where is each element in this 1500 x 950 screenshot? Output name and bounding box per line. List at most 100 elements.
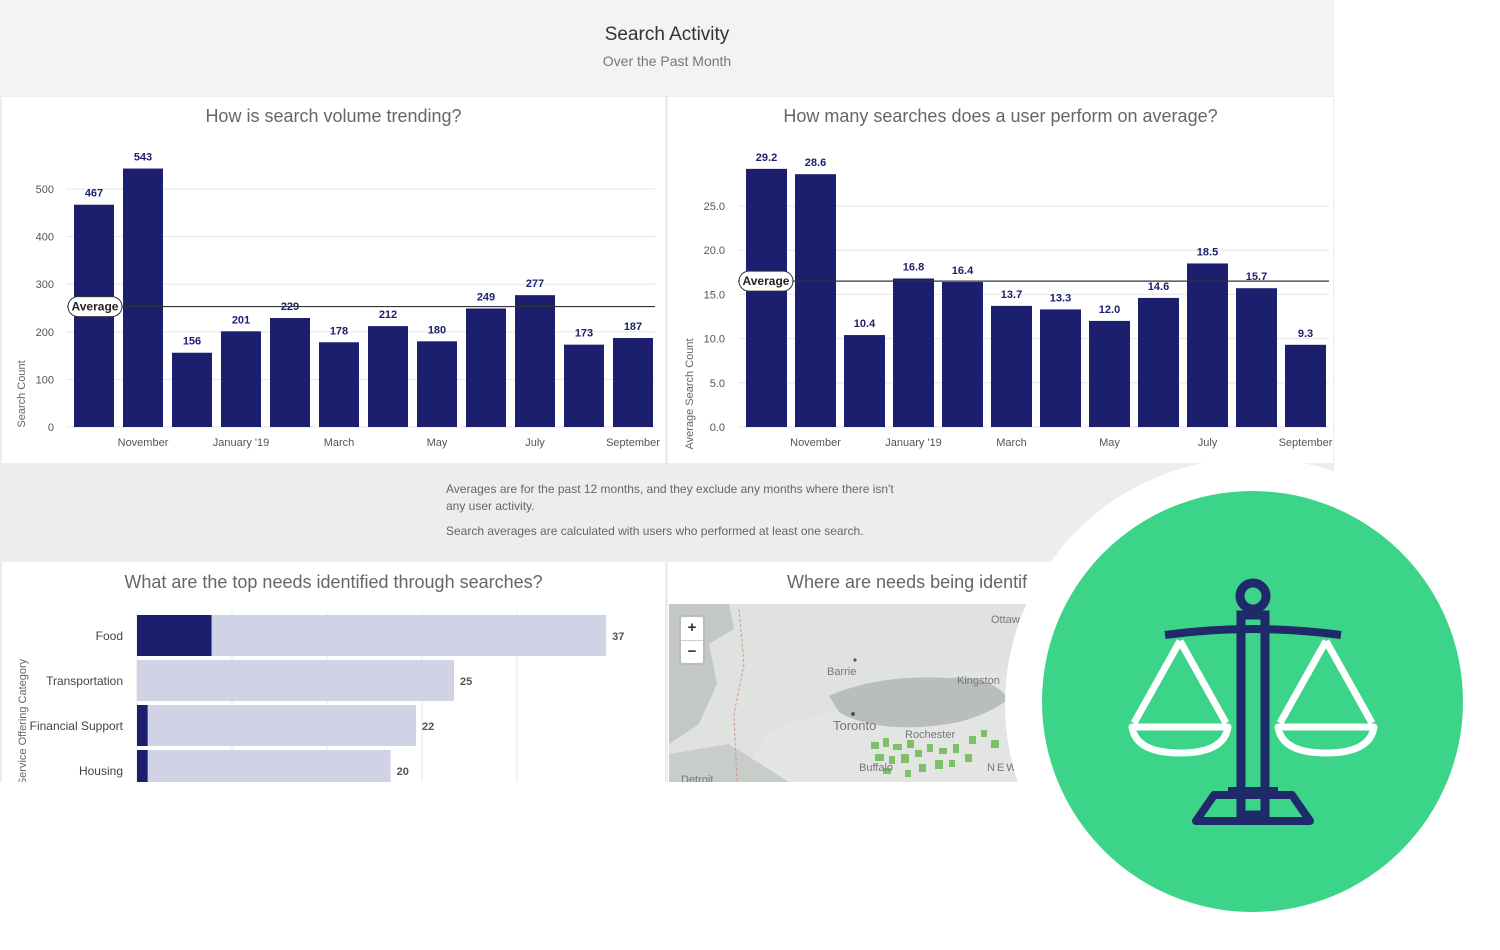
- bar[interactable]: [1089, 320, 1130, 427]
- bar-value-label: 173: [575, 328, 593, 340]
- bar[interactable]: [123, 168, 163, 428]
- bar-value-label: 201: [232, 314, 250, 326]
- bar-value-label: 13.3: [1050, 292, 1071, 304]
- bar-highlight[interactable]: [137, 705, 148, 746]
- bar[interactable]: [795, 174, 836, 427]
- bar-highlight[interactable]: [137, 750, 148, 782]
- bar-value-label: 16.4: [952, 265, 974, 277]
- zoom-in-button[interactable]: +: [681, 617, 703, 641]
- bar[interactable]: [991, 305, 1032, 427]
- bar[interactable]: [270, 317, 310, 427]
- y-tick-label: 100: [36, 374, 54, 386]
- y-tick-label: 0: [48, 422, 54, 434]
- averages-notes: Averages are for the past 12 months, and…: [446, 481, 906, 548]
- bar[interactable]: [942, 282, 983, 427]
- bar[interactable]: [564, 344, 604, 427]
- bar[interactable]: [613, 337, 653, 427]
- bar[interactable]: [1236, 288, 1277, 427]
- bar[interactable]: [844, 335, 885, 427]
- average-badge: Average: [67, 296, 123, 318]
- average-label: Average: [743, 274, 790, 288]
- bar[interactable]: [368, 326, 408, 427]
- note-search-averages: Search averages are calculated with user…: [446, 524, 864, 538]
- zoom-out-button[interactable]: −: [687, 643, 697, 660]
- bar[interactable]: [137, 750, 391, 782]
- x-tick-label: September: [1279, 437, 1333, 449]
- bar-value-label: 28.6: [805, 157, 826, 169]
- x-tick-label: March: [324, 437, 355, 449]
- x-tick-label: January '19: [885, 437, 942, 449]
- bar-value-label: 29.2: [756, 152, 777, 164]
- bar-value-label: 15.7: [1246, 271, 1267, 283]
- map-place-label: Detroit: [681, 774, 714, 782]
- note-averages: Averages are for the past 12 months, and…: [446, 482, 894, 513]
- bar[interactable]: [417, 341, 457, 427]
- y-tick-label: 300: [36, 279, 54, 291]
- bar-highlight[interactable]: [137, 615, 212, 656]
- bar-value-label: 16.8: [903, 261, 924, 273]
- average-badge: Average: [738, 270, 794, 292]
- bar-value-label: 13.7: [1001, 289, 1022, 301]
- map-title: Where are needs being identif: [787, 572, 1028, 592]
- bar-value-label: 25: [460, 676, 472, 688]
- y-tick-label: 20.0: [704, 245, 725, 257]
- bar[interactable]: [172, 352, 212, 427]
- bar[interactable]: [746, 168, 787, 427]
- page-subtitle: Over the Past Month: [602, 53, 732, 69]
- average-searches-chart: 0.0 5.0 10.0 15.0 20.0 25.0 29.2 28.6 10.4 16.8 1…: [684, 152, 1333, 450]
- top-needs-panel: What are the top needs identified throug…: [2, 562, 665, 782]
- y-axis-label: Average Search Count: [684, 338, 696, 449]
- bar[interactable]: [137, 705, 416, 746]
- average-chart-title: How many searches does a user perform on…: [783, 106, 1218, 126]
- y-axis-label: Service Offering Category: [17, 658, 29, 782]
- category-label: Transportation: [46, 674, 123, 688]
- bar[interactable]: [1040, 309, 1081, 427]
- needs-map[interactable]: Ottaw Barrie Kingston Toronto Rochester …: [669, 604, 1029, 782]
- bar[interactable]: [137, 660, 454, 701]
- map-place-label: Rochester: [905, 729, 956, 741]
- bar-value-label: 178: [330, 325, 348, 337]
- x-tick-label: January '19: [213, 437, 270, 449]
- y-tick-label: 400: [36, 232, 54, 244]
- bar[interactable]: [515, 295, 555, 427]
- bar[interactable]: [1138, 297, 1179, 427]
- page-title: Search Activity: [604, 24, 730, 45]
- average-label: Average: [72, 300, 119, 314]
- bar-value-label: 20: [397, 766, 409, 778]
- bar[interactable]: [221, 331, 261, 427]
- dashboard: Search Activity Over the Past Month How …: [0, 0, 1334, 782]
- needs-chart-title: What are the top needs identified throug…: [124, 572, 543, 592]
- x-tick-label: March: [996, 437, 1027, 449]
- bar-value-label: 249: [477, 291, 495, 303]
- bar-value-label: 22: [422, 721, 434, 733]
- bar[interactable]: [893, 278, 934, 427]
- bar-value-label: 180: [428, 324, 446, 336]
- bar-value-label: 212: [379, 309, 397, 321]
- average-searches-panel: How many searches does a user perform on…: [668, 97, 1333, 463]
- category-label: Housing: [79, 764, 123, 778]
- volume-panel: How is search volume trending? 0 100 200 30…: [2, 97, 665, 463]
- y-tick-label: 15.0: [704, 289, 725, 301]
- y-tick-label: 200: [36, 327, 54, 339]
- map-place-label: Toronto: [833, 718, 877, 733]
- map-place-label: Barrie: [827, 666, 857, 678]
- bar[interactable]: [137, 615, 607, 656]
- bar-value-label: 543: [134, 152, 152, 164]
- x-tick-label: November: [790, 437, 841, 449]
- bar[interactable]: [1285, 344, 1326, 427]
- x-tick-label: November: [118, 437, 169, 449]
- x-tick-label: July: [1198, 437, 1218, 449]
- y-tick-label: 25.0: [704, 201, 725, 213]
- category-label: Financial Support: [30, 719, 124, 733]
- bar-value-label: 18.5: [1197, 246, 1218, 258]
- bar[interactable]: [319, 342, 359, 427]
- top-needs-chart: Food 37 Transportation 25 Financial Support 2…: [17, 612, 624, 782]
- bar[interactable]: [1187, 263, 1228, 427]
- bar-value-label: 10.4: [854, 318, 876, 330]
- bar-value-label: 9.3: [1298, 328, 1313, 340]
- legal-badge: [1042, 491, 1463, 912]
- bar[interactable]: [466, 308, 506, 427]
- y-tick-label: 5.0: [710, 378, 725, 390]
- volume-chart-title: How is search volume trending?: [205, 106, 462, 126]
